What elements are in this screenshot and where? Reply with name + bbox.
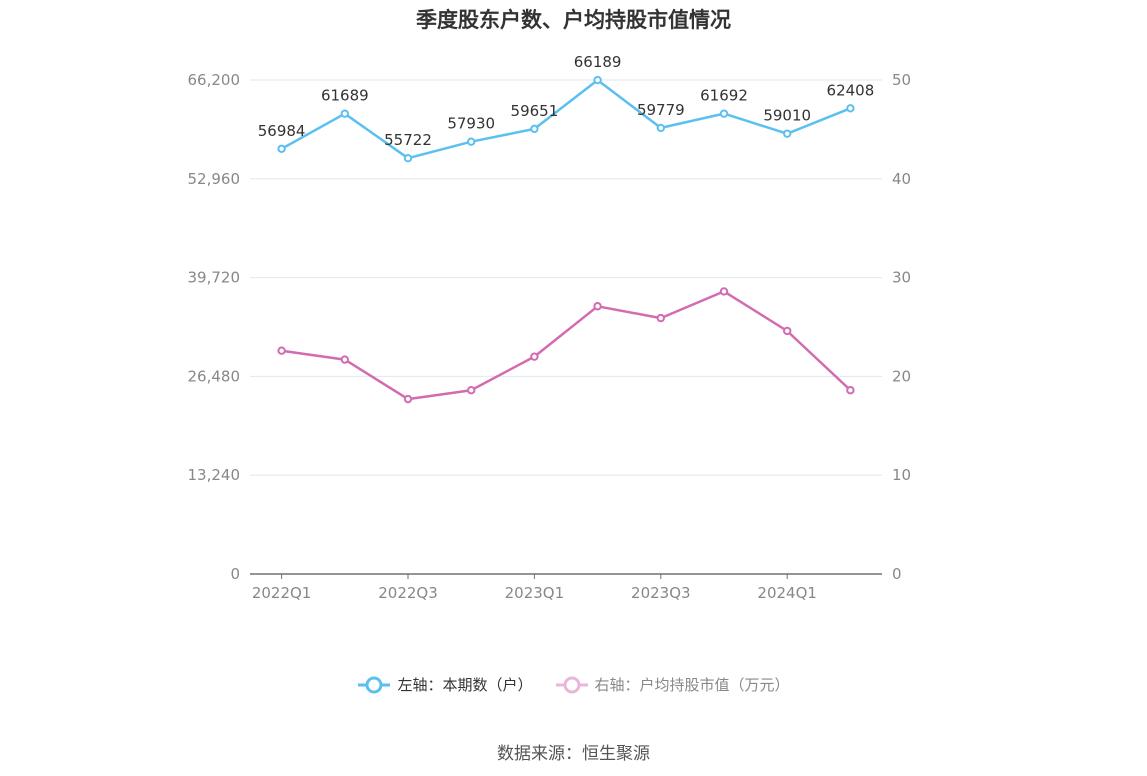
data-point-market-value: [277, 346, 286, 355]
right-axis-tick-label: 40: [892, 170, 911, 188]
data-point-households: [277, 144, 286, 153]
left-axis-tick-label: 66,200: [188, 71, 241, 89]
data-label: 56984: [258, 122, 306, 140]
x-axis-tick-label: 2023Q3: [631, 584, 691, 602]
right-axis-tick-label: 50: [892, 71, 911, 89]
left-axis-tick-label: 52,960: [188, 170, 241, 188]
series-line-market-value: [281, 290, 852, 401]
legend-item-market-value[interactable]: 右轴：户均持股市值（万元）: [555, 674, 790, 695]
data-label: 61689: [321, 87, 369, 105]
data-label: 62408: [827, 81, 875, 99]
left-axis-tick-label: 39,720: [188, 269, 241, 287]
legend: 左轴：本期数（户） 右轴：户均持股市值（万元）: [0, 674, 1147, 695]
right-axis-tick-label: 20: [892, 367, 911, 385]
series-line-households: [280, 78, 851, 160]
legend-line-circle-icon: [555, 676, 588, 693]
data-point-households: [530, 124, 539, 134]
right-axis-tick-label: 0: [892, 565, 902, 583]
data-label: 57930: [447, 115, 495, 133]
right-axis-tick-label: 30: [892, 269, 911, 287]
axes: 0 0 13,240 10 26,480 20 39,720 30 52,960 40 66,200…: [188, 71, 912, 602]
data-point-market-value: [530, 352, 539, 361]
data-label: 61692: [700, 87, 748, 105]
data-label: 59779: [637, 101, 685, 119]
legend-label-households: 左轴：本期数（户）: [397, 676, 533, 694]
data-point-market-value: [593, 302, 602, 311]
data-point-market-value: [719, 287, 729, 296]
x-axis-tick-label: 2022Q3: [378, 584, 438, 602]
data-point-market-value: [656, 313, 665, 323]
data-point-market-value: [846, 386, 855, 395]
left-axis-tick-label: 13,240: [188, 466, 241, 484]
data-label: 59010: [763, 107, 811, 125]
data-point-households: [783, 129, 792, 138]
data-label: 66189: [574, 53, 622, 71]
right-axis-tick-label: 10: [892, 466, 911, 484]
x-axis-tick-label: 2023Q1: [505, 584, 565, 602]
legend-item-households[interactable]: 左轴：本期数（户）: [357, 674, 533, 695]
chart-title: 季度股东户数、户均持股市值情况: [416, 8, 731, 32]
data-point-households: [403, 153, 413, 163]
data-point-market-value: [403, 394, 413, 404]
x-axis-tick-label: 2022Q1: [252, 584, 312, 602]
data-point-market-value: [340, 355, 349, 364]
legend-label-market-value: 右轴：户均持股市值（万元）: [594, 676, 790, 694]
legend-line-circle-icon: [358, 676, 391, 693]
data-label: 59651: [511, 102, 559, 120]
line-chart: 0 0 13,240 10 26,480 20 39,720 30 52,960 40 66,200…: [188, 53, 912, 602]
data-point-market-value: [783, 326, 792, 336]
left-axis-tick-label: 0: [230, 565, 240, 583]
data-point-households: [719, 109, 729, 118]
data-point-households: [593, 75, 602, 85]
data-point-households: [656, 123, 665, 133]
data-source: 数据来源：恒生聚源: [497, 744, 650, 764]
series-lines: [277, 75, 855, 404]
x-axis-tick-label: 2024Q1: [757, 584, 817, 602]
left-axis-tick-label: 26,480: [188, 367, 241, 385]
data-point-market-value: [467, 386, 476, 395]
data-labels: 56984 61689 55722 57930 59651 66189 59779 61692…: [258, 53, 875, 149]
data-label: 55722: [384, 131, 432, 149]
data-point-households: [340, 109, 349, 118]
data-point-households: [846, 104, 855, 113]
data-point-households: [467, 137, 476, 146]
grid-lines: [250, 79, 882, 476]
